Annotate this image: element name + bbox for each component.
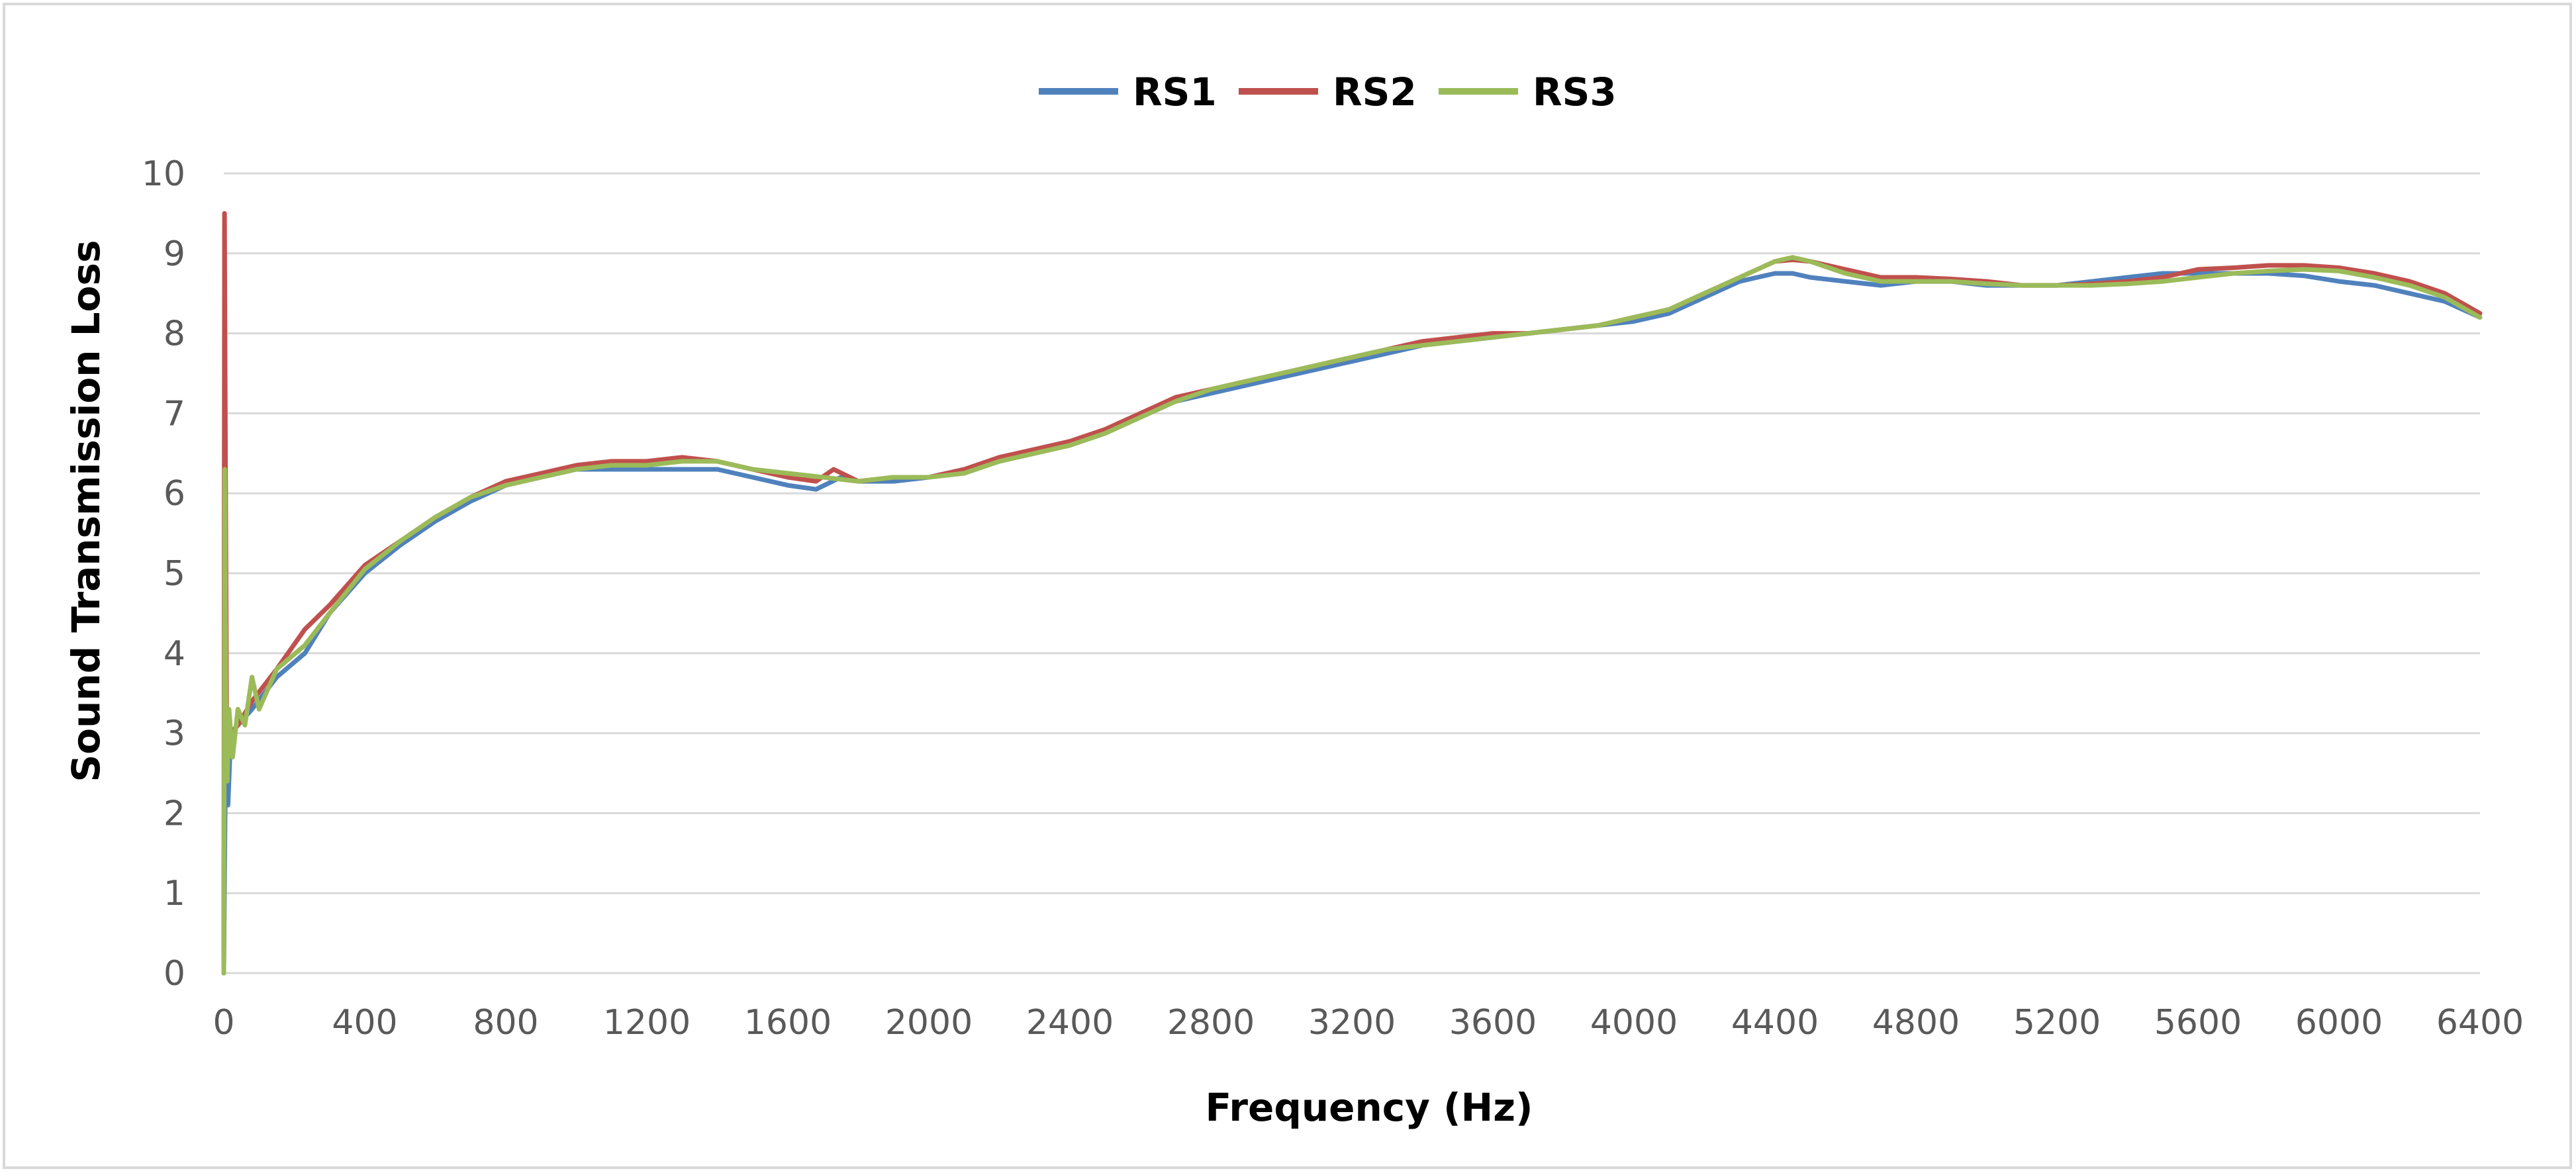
y-tick-label: 8 <box>164 314 185 354</box>
y-tick-label: 6 <box>164 474 185 514</box>
y-tick-label: 1 <box>164 874 185 914</box>
x-tick-label: 6400 <box>2436 1003 2524 1043</box>
gridlines <box>224 172 2480 974</box>
y-axis-title: Sound Transmission Loss <box>64 240 109 782</box>
x-axis-title: Frequency (Hz) <box>1206 1085 1533 1130</box>
series-line-rs3 <box>221 255 2483 976</box>
series-line-rs2 <box>221 211 2483 976</box>
x-tick-label: 3200 <box>1308 1003 1396 1043</box>
line-chart: 0 1 2 3 4 5 6 7 8 9 10 0 400 800 1200 1600 2000 2400 2800… <box>64 70 2524 1130</box>
x-tick-label: 1200 <box>603 1003 691 1043</box>
y-tick-label: 4 <box>164 634 185 674</box>
x-tick-label: 800 <box>473 1003 538 1043</box>
x-tick-label: 5600 <box>2154 1003 2242 1043</box>
y-tick-labels: 0 1 2 3 4 5 6 7 8 9 10 <box>142 154 185 994</box>
series-lines <box>221 211 2483 976</box>
x-tick-label: 400 <box>332 1003 397 1043</box>
x-tick-label: 6000 <box>2295 1003 2383 1043</box>
legend: RS1 RS2 RS3 <box>1039 70 1617 115</box>
y-tick-label: 2 <box>164 794 185 833</box>
x-tick-label: 4800 <box>1872 1003 1960 1043</box>
y-tick-label: 9 <box>164 234 185 274</box>
x-tick-label: 0 <box>213 1003 234 1043</box>
y-tick-label: 0 <box>164 954 185 994</box>
y-tick-label: 5 <box>164 554 185 594</box>
x-tick-label: 2800 <box>1167 1003 1255 1043</box>
x-tick-label: 2400 <box>1026 1003 1114 1043</box>
x-tick-labels: 0 400 800 1200 1600 2000 2400 2800 3200 3600 4000 4… <box>213 1003 2524 1043</box>
x-tick-label: 2000 <box>885 1003 973 1043</box>
legend-label-rs1: RS1 <box>1133 70 1217 115</box>
x-tick-label: 1600 <box>744 1003 832 1043</box>
legend-label-rs3: RS3 <box>1533 70 1617 115</box>
legend-label-rs2: RS2 <box>1333 70 1417 115</box>
y-tick-label: 7 <box>164 394 185 434</box>
y-tick-label: 10 <box>142 154 185 194</box>
x-tick-label: 4400 <box>1731 1003 1819 1043</box>
x-tick-label: 5200 <box>2013 1003 2101 1043</box>
chart-frame: 0 1 2 3 4 5 6 7 8 9 10 0 400 800 1200 1600 2000 2400 2800… <box>3 3 2572 1169</box>
series-line-rs1 <box>221 271 2483 976</box>
x-tick-label: 4000 <box>1590 1003 1678 1043</box>
y-tick-label: 3 <box>164 714 185 754</box>
x-tick-label: 3600 <box>1449 1003 1537 1043</box>
